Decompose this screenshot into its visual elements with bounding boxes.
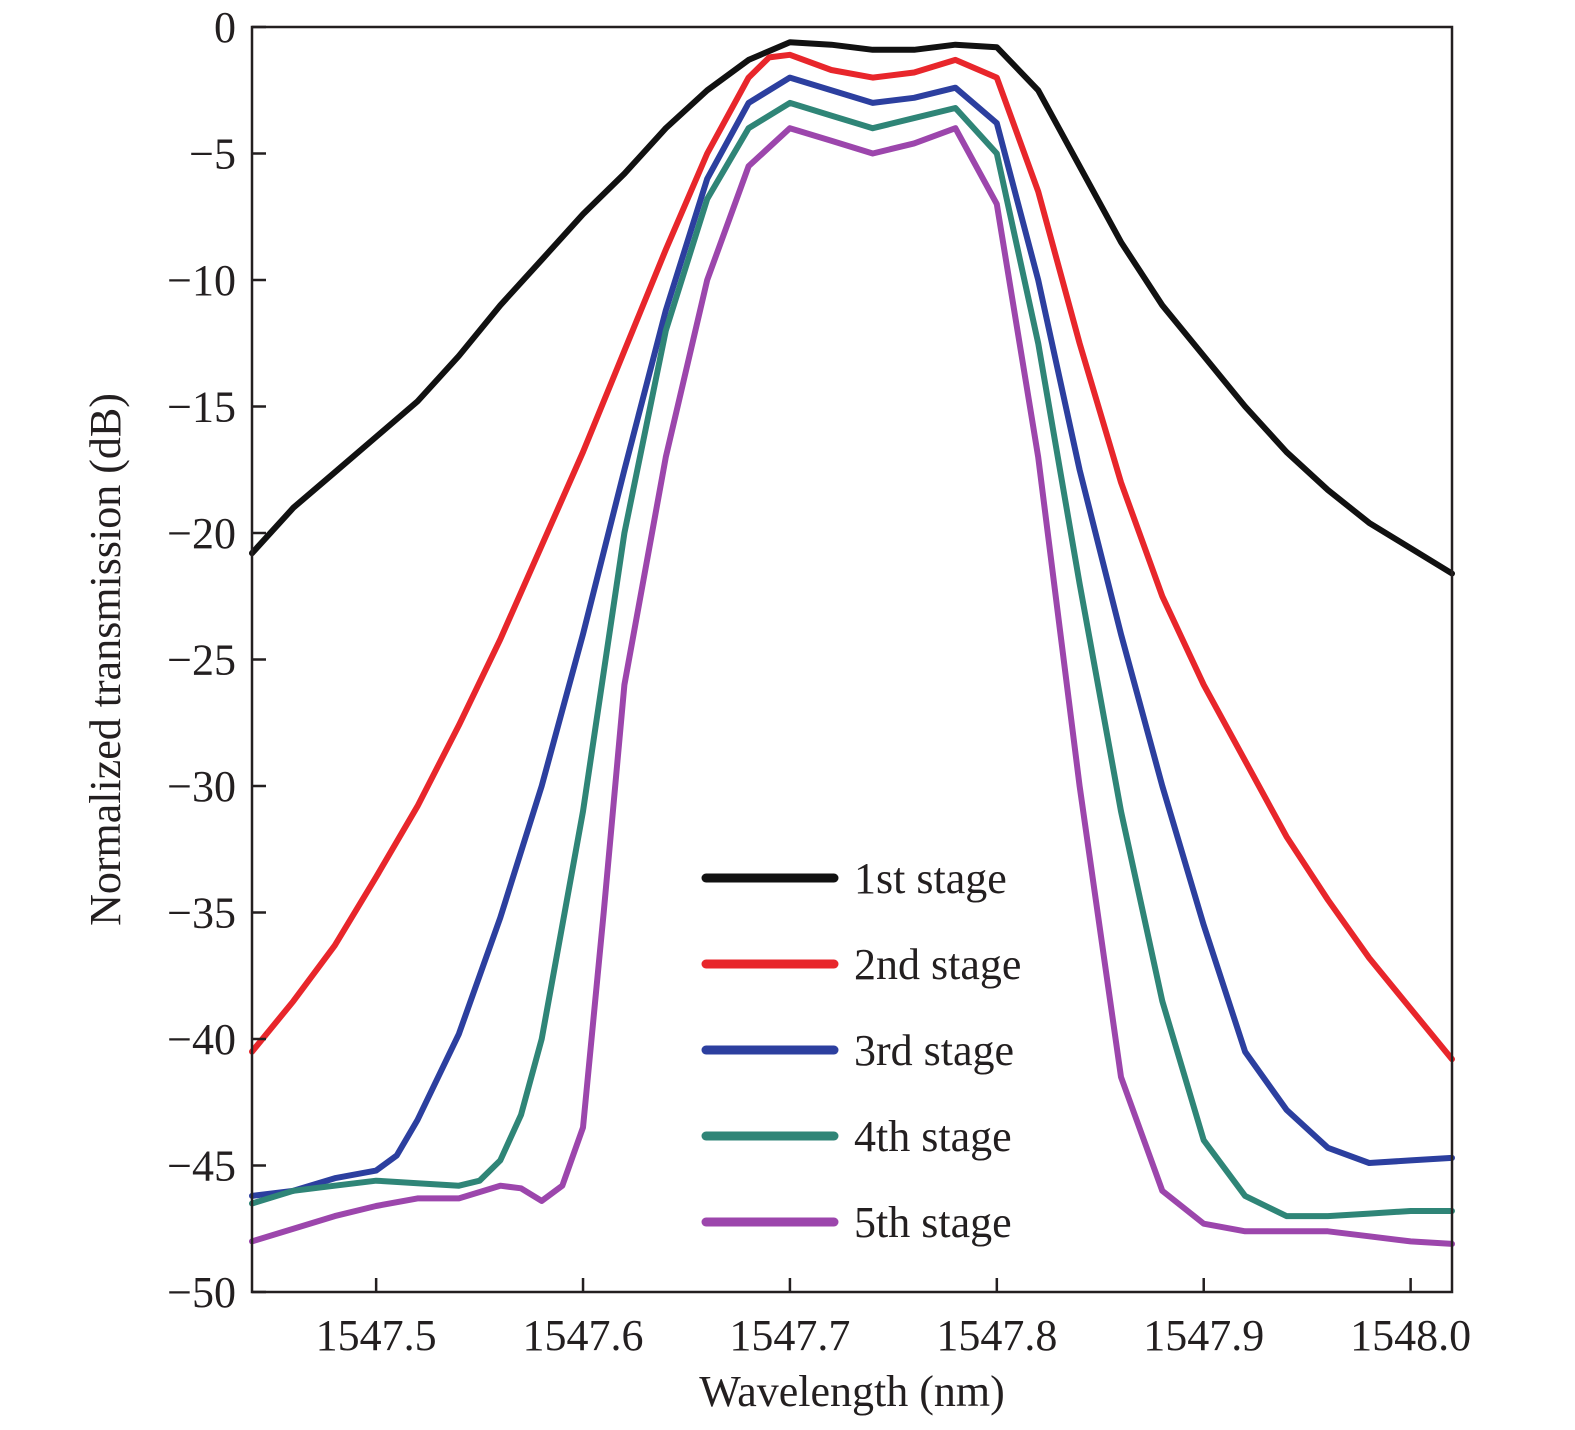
y-tick-label: −5 [189, 130, 236, 179]
legend: 1st stage 2nd stage 3rd stage 4th stage 5th … [701, 854, 1021, 1247]
legend-label: 1st stage [854, 854, 1007, 903]
y-tick-label: −30 [167, 762, 236, 811]
plot-frame [250, 25, 1454, 1294]
y-axis-title: Normalized transmission (dB) [81, 393, 130, 926]
x-tick-label: 1547.7 [729, 1311, 850, 1360]
x-tick-label: 1547.8 [936, 1311, 1057, 1360]
legend-label: 2nd stage [854, 940, 1021, 989]
y-tick-label: 0 [214, 3, 236, 52]
x-axis: 1547.5 1547.6 1547.7 1547.8 1547.9 1548.0 [316, 1278, 1471, 1360]
series-line-1 [249, 39, 1455, 577]
x-tick-label: 1547.9 [1143, 1311, 1264, 1360]
y-axis: 0 −5 −10 −15 −20 −25 −30 −35 −40 −45 −50 [167, 3, 266, 1317]
series-group [249, 39, 1455, 1247]
y-tick-label: −25 [167, 636, 236, 685]
x-tick-label: 1547.5 [316, 1311, 437, 1360]
y-tick-label: −35 [167, 889, 236, 938]
y-tick-label: −50 [167, 1268, 236, 1317]
x-axis-title: Wavelength (nm) [699, 1367, 1005, 1416]
series-line-5 [249, 125, 1455, 1247]
x-tick-label: 1548.0 [1350, 1311, 1471, 1360]
series-line-2 [249, 51, 1455, 1063]
y-tick-label: −15 [167, 383, 236, 432]
y-tick-label: −40 [167, 1015, 236, 1064]
y-tick-label: −45 [167, 1142, 236, 1191]
y-tick-label: −10 [167, 256, 236, 305]
x-tick-label: 1547.6 [523, 1311, 644, 1360]
series-line-3 [249, 74, 1455, 1199]
legend-label: 5th stage [854, 1198, 1012, 1247]
series-line-4 [249, 99, 1455, 1220]
legend-label: 3rd stage [854, 1026, 1014, 1075]
legend-label: 4th stage [854, 1112, 1012, 1161]
y-tick-label: −20 [167, 509, 236, 558]
